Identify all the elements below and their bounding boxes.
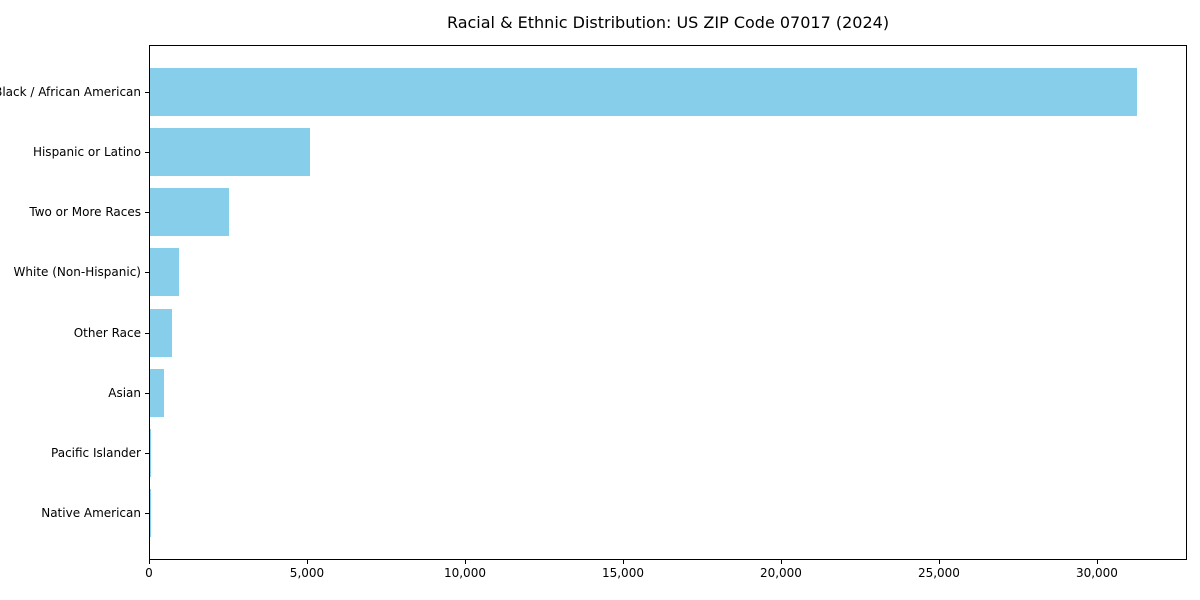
y-tick-mark xyxy=(145,92,149,94)
x-tick-mark xyxy=(464,560,466,564)
y-tick-label: Native American xyxy=(41,505,141,520)
bar xyxy=(150,128,310,177)
y-tick-label: Other Race xyxy=(73,325,141,340)
y-tick-label: Two or More Races xyxy=(29,205,141,220)
x-tick-mark xyxy=(622,560,624,564)
y-tick-mark xyxy=(145,512,149,514)
x-tick-label: 20,000 xyxy=(759,566,802,580)
x-tick-mark xyxy=(938,560,940,564)
y-tick-mark xyxy=(145,152,149,154)
x-tick-mark xyxy=(306,560,308,564)
plot-area xyxy=(149,45,1187,560)
y-tick-label: White (Non-Hispanic) xyxy=(13,265,141,280)
y-tick-label: Asian xyxy=(108,385,141,400)
x-tick-label: 25,000 xyxy=(917,566,960,580)
y-tick-label: Hispanic or Latino xyxy=(32,145,141,160)
bar xyxy=(150,368,165,417)
bar xyxy=(150,248,180,297)
bar xyxy=(150,188,229,237)
x-tick-label: 0 xyxy=(145,566,153,580)
y-tick-mark xyxy=(145,212,149,214)
y-tick-mark xyxy=(145,392,149,394)
bar xyxy=(150,68,1138,117)
x-tick-mark xyxy=(1096,560,1098,564)
bar xyxy=(150,428,151,477)
y-tick-mark xyxy=(145,272,149,274)
y-tick-mark xyxy=(145,332,149,334)
x-tick-label: 15,000 xyxy=(601,566,644,580)
x-tick-mark xyxy=(780,560,782,564)
x-tick-label: 5,000 xyxy=(289,566,325,580)
x-tick-label: 10,000 xyxy=(443,566,486,580)
y-tick-mark xyxy=(145,452,149,454)
bar xyxy=(150,308,172,357)
chart-title: Racial & Ethnic Distribution: US ZIP Cod… xyxy=(446,13,890,32)
y-tick-label: Black / African American xyxy=(0,85,141,100)
y-tick-label: Pacific Islander xyxy=(51,445,141,460)
x-tick-label: 30,000 xyxy=(1075,566,1118,580)
x-tick-mark xyxy=(149,560,150,564)
